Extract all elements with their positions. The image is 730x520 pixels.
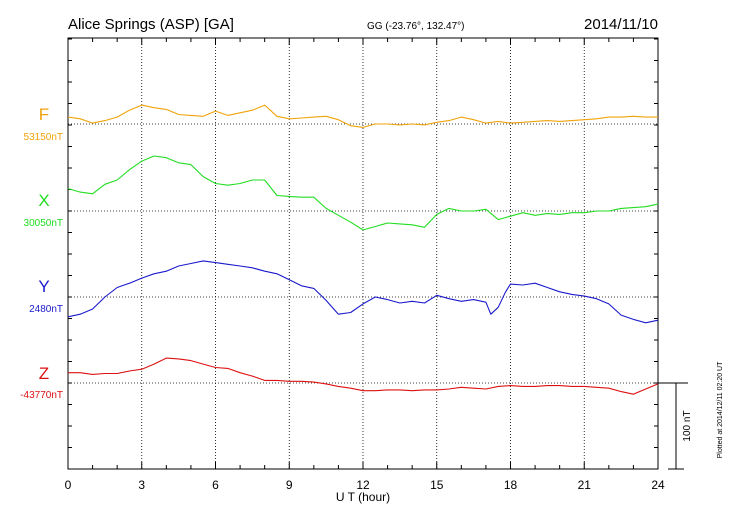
series-name-z: Z: [39, 364, 49, 383]
axis-ticks: [67, 38, 659, 470]
x-tick-label: 18: [504, 478, 518, 492]
x-tick-label: 0: [65, 478, 72, 492]
x-tick-labels: 0 3 6 9 12 15 18 21 24: [65, 478, 665, 492]
x-tick-label: 6: [212, 478, 219, 492]
x-tick-label: 24: [651, 478, 665, 492]
x-axis-label: U T (hour): [336, 490, 390, 504]
x-tick-label: 9: [286, 478, 293, 492]
series-line-x: [67, 155, 659, 231]
x-tick-label: 12: [356, 478, 370, 492]
series-line-z: [68, 357, 659, 395]
scale-bar: [658, 382, 688, 470]
station-title: Alice Springs (ASP) [GA]: [68, 16, 234, 33]
coordinates-label: GG (-23.76°, 132.47°): [367, 21, 465, 32]
series-labels: F 53150nT X 30050nT Y 2480nT Z -43770nT: [20, 105, 63, 401]
series-baseline-z: -43770nT: [20, 390, 63, 401]
grid-lines: [68, 38, 658, 469]
series-baseline-y: 2480nT: [29, 304, 63, 315]
series-name-f: F: [39, 105, 49, 124]
series-line-y: [67, 260, 659, 324]
series-lines: [67, 104, 659, 395]
x-tick-label: 15: [430, 478, 444, 492]
series-name-y: Y: [38, 277, 49, 296]
plotted-at-note: Plotted at 2014/12/11 02:20 UT: [717, 361, 724, 458]
series-baseline-x: 30050nT: [24, 218, 63, 229]
x-tick-label: 3: [138, 478, 145, 492]
scale-bar-label: 100 nT: [682, 410, 693, 441]
date-label: 2014/11/10: [584, 16, 658, 33]
series-line-f: [67, 104, 658, 128]
series-baseline-f: 53150nT: [24, 132, 63, 143]
x-tick-label: 21: [578, 478, 592, 492]
series-name-x: X: [38, 191, 49, 210]
